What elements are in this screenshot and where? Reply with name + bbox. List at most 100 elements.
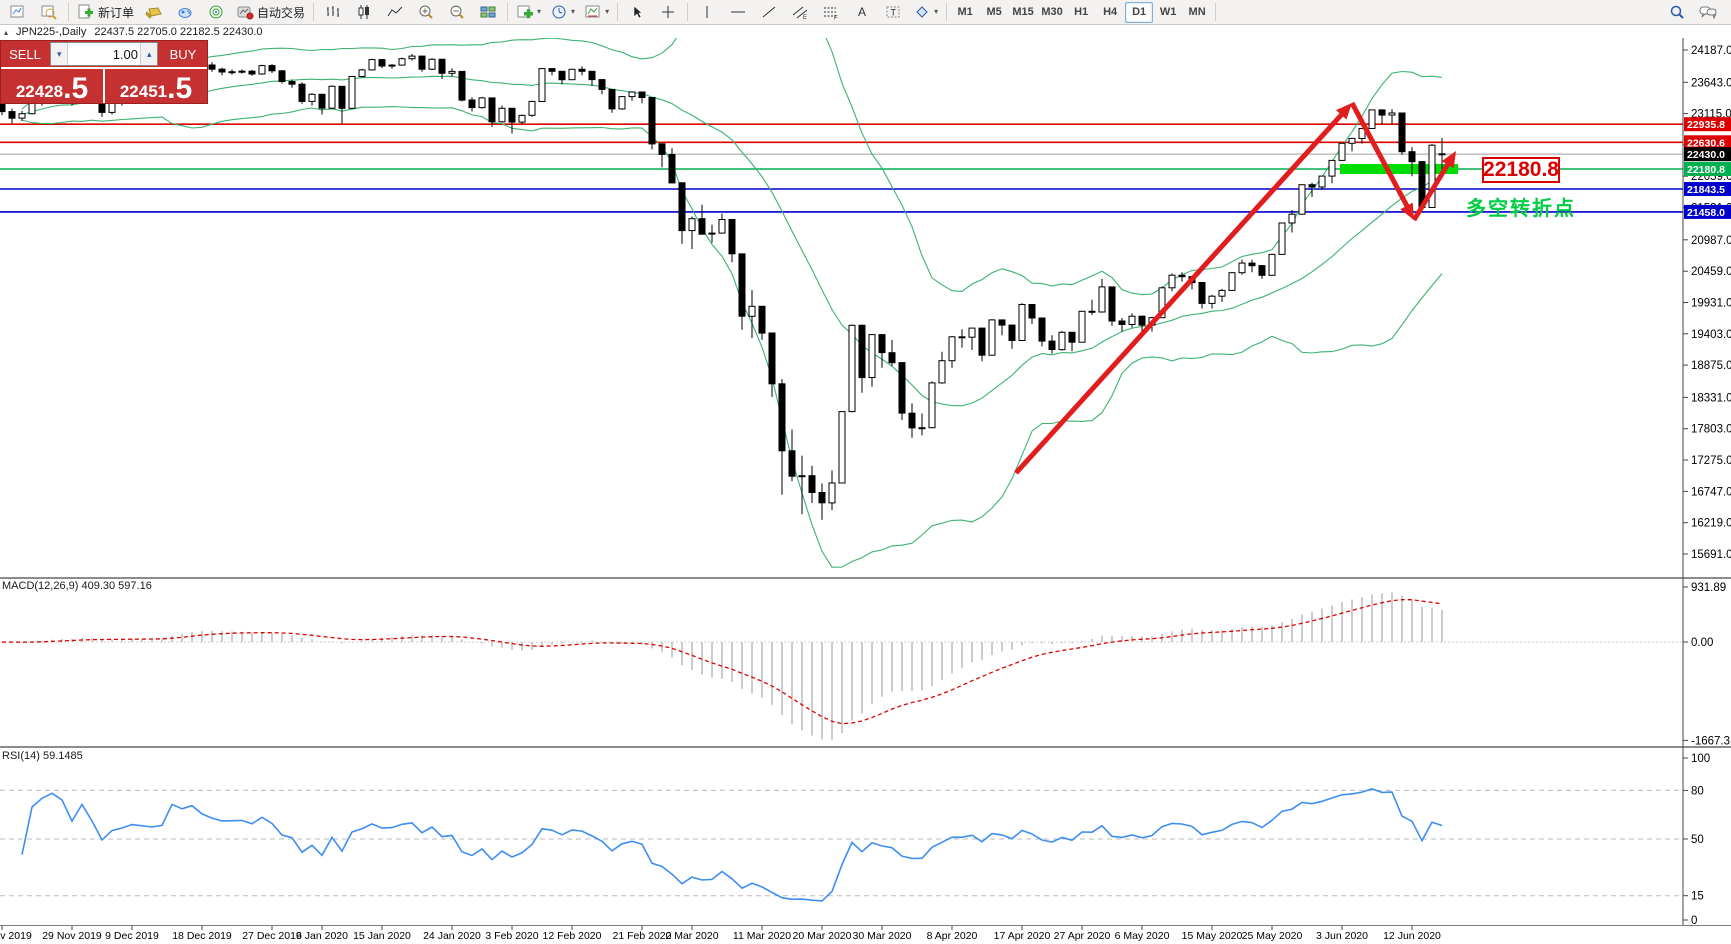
zoom-out-icon[interactable] bbox=[442, 1, 472, 24]
svg-text:0.00: 0.00 bbox=[1691, 637, 1713, 649]
community-button[interactable] bbox=[170, 1, 200, 24]
new-chart-button[interactable] bbox=[3, 1, 33, 24]
svg-text:17 Apr 2020: 17 Apr 2020 bbox=[994, 930, 1051, 942]
svg-text:21843.5: 21843.5 bbox=[1687, 184, 1725, 196]
candlestick-mode-icon[interactable] bbox=[349, 1, 379, 24]
sell-button[interactable]: SELL bbox=[1, 41, 49, 67]
svg-text:15 May 2020: 15 May 2020 bbox=[1182, 930, 1243, 942]
trend-arrows[interactable] bbox=[1014, 101, 1456, 475]
svg-text:A: A bbox=[858, 5, 866, 19]
toolbar-separator bbox=[617, 3, 619, 21]
macd-signal-line bbox=[1, 599, 1443, 725]
search-icon[interactable] bbox=[1662, 1, 1692, 24]
chevron-down-icon[interactable]: ▾ bbox=[934, 7, 939, 16]
macd-histogram bbox=[11, 592, 1443, 740]
autotrading-button[interactable]: 自动交易 bbox=[232, 1, 309, 24]
support-zone-highlight bbox=[1340, 164, 1458, 174]
svg-text:8 Apr 2020: 8 Apr 2020 bbox=[927, 930, 978, 942]
svg-text:21 Feb 2020: 21 Feb 2020 bbox=[613, 930, 672, 942]
zoom-in-icon[interactable] bbox=[411, 1, 441, 24]
timeframe-M5[interactable]: M5 bbox=[986, 6, 1002, 18]
bar-chart-mode-icon[interactable] bbox=[318, 1, 348, 24]
trendline-tool[interactable] bbox=[754, 1, 784, 24]
chart-area[interactable]: 24187.023643.023115.022587.022059.021531… bbox=[0, 38, 1731, 944]
chart-icon: ▴ bbox=[4, 27, 9, 37]
timeframe-M15[interactable]: M15 bbox=[1012, 6, 1034, 18]
svg-text:11 Mar 2020: 11 Mar 2020 bbox=[733, 930, 791, 942]
svg-text:3 Feb 2020: 3 Feb 2020 bbox=[485, 930, 538, 942]
timeframe-W1[interactable]: W1 bbox=[1159, 6, 1177, 18]
svg-text:20 Mar 2020: 20 Mar 2020 bbox=[793, 930, 852, 942]
svg-text:24187.0: 24187.0 bbox=[1691, 45, 1731, 57]
svg-text:15691.0: 15691.0 bbox=[1691, 549, 1731, 561]
line-chart-mode-icon[interactable] bbox=[380, 1, 410, 24]
toolbar-separator bbox=[507, 3, 509, 21]
svg-text:29 Nov 2019: 29 Nov 2019 bbox=[42, 930, 102, 942]
chevron-down-icon[interactable]: ▾ bbox=[571, 7, 576, 16]
svg-text:3 Jun 2020: 3 Jun 2020 bbox=[1316, 930, 1368, 942]
gold-ingot-icon[interactable] bbox=[139, 1, 169, 24]
text-tool[interactable]: A bbox=[847, 1, 877, 24]
channel-tool[interactable]: E bbox=[785, 1, 815, 24]
chart-title-row: ▴ JPN225-,Daily 22437.5 22705.0 22182.5 … bbox=[0, 26, 1731, 38]
sell-price[interactable]: 22428.5 bbox=[1, 69, 105, 104]
toolbar-separator bbox=[313, 3, 315, 21]
cursor-tool[interactable] bbox=[622, 1, 652, 24]
toolbar-separator bbox=[1215, 3, 1217, 21]
svg-text:F: F bbox=[834, 16, 838, 21]
price-annotation-box[interactable]: 22180.8 bbox=[1482, 157, 1560, 183]
buy-button[interactable]: BUY bbox=[159, 41, 207, 67]
svg-text:25 May 2020: 25 May 2020 bbox=[1242, 930, 1303, 942]
svg-text:24 Jan 2020: 24 Jan 2020 bbox=[423, 930, 481, 942]
timeframe-D1[interactable]: D1 bbox=[1125, 1, 1154, 23]
horizontal-line-tool[interactable] bbox=[723, 1, 753, 24]
chevron-down-icon[interactable]: ▾ bbox=[605, 7, 610, 16]
new-order-button[interactable]: 新订单 bbox=[73, 1, 138, 24]
text-label-tool[interactable]: T bbox=[878, 1, 908, 24]
shapes-arrows-button[interactable]: ▾ bbox=[909, 1, 942, 24]
svg-text:931.89: 931.89 bbox=[1691, 582, 1726, 594]
svg-text:21458.0: 21458.0 bbox=[1687, 207, 1725, 219]
svg-text:18 Dec 2019: 18 Dec 2019 bbox=[172, 930, 232, 942]
crosshair-tool[interactable] bbox=[653, 1, 683, 24]
timeframe-M1[interactable]: M1 bbox=[957, 6, 973, 18]
profiles-button[interactable] bbox=[34, 1, 64, 24]
indicators-button[interactable]: ▾ bbox=[512, 1, 545, 24]
timeframe-MN[interactable]: MN bbox=[1188, 6, 1206, 18]
periods-button[interactable]: ▾ bbox=[546, 1, 579, 24]
svg-text:30 Mar 2020: 30 Mar 2020 bbox=[853, 930, 912, 942]
svg-text:22180.8: 22180.8 bbox=[1687, 164, 1725, 176]
volume-decrease-button[interactable]: ▾ bbox=[51, 43, 68, 65]
svg-text:23643.0: 23643.0 bbox=[1691, 77, 1731, 89]
radar-button[interactable] bbox=[201, 1, 231, 24]
volume-input[interactable] bbox=[68, 43, 140, 65]
autotrading-label: 自动交易 bbox=[257, 5, 306, 20]
candles bbox=[0, 54, 1446, 520]
svg-text:22630.6: 22630.6 bbox=[1687, 137, 1725, 149]
turning-point-note[interactable]: 多空转折点 bbox=[1466, 198, 1576, 220]
timeframe-H1[interactable]: H1 bbox=[1074, 6, 1089, 18]
timeframe-H4[interactable]: H4 bbox=[1103, 6, 1118, 18]
chevron-down-icon[interactable]: ▾ bbox=[537, 7, 542, 16]
svg-text:19403.0: 19403.0 bbox=[1691, 329, 1731, 341]
timeframe-M30[interactable]: M30 bbox=[1041, 6, 1063, 18]
svg-text:16219.0: 16219.0 bbox=[1691, 518, 1731, 530]
tile-windows-icon[interactable] bbox=[473, 1, 503, 24]
svg-text:18331.0: 18331.0 bbox=[1691, 392, 1731, 404]
svg-text:2 Mar 2020: 2 Mar 2020 bbox=[665, 930, 718, 942]
svg-text:E: E bbox=[803, 15, 807, 20]
volume-increase-button[interactable]: ▴ bbox=[140, 43, 157, 65]
svg-text:12 Jun 2020: 12 Jun 2020 bbox=[1383, 930, 1441, 942]
templates-button[interactable]: ▾ bbox=[580, 1, 613, 24]
new-order-label: 新订单 bbox=[98, 5, 135, 20]
vertical-line-tool[interactable] bbox=[692, 1, 722, 24]
buy-price[interactable]: 22451.5 bbox=[119, 72, 193, 105]
svg-text:18875.0: 18875.0 bbox=[1691, 360, 1731, 372]
svg-text:6 May 2020: 6 May 2020 bbox=[1115, 930, 1170, 942]
svg-text:22935.8: 22935.8 bbox=[1687, 119, 1725, 131]
fibonacci-tool[interactable]: F bbox=[816, 1, 846, 24]
svg-text:17803.0: 17803.0 bbox=[1691, 424, 1731, 436]
chat-icon[interactable] bbox=[1693, 1, 1723, 24]
svg-text:20459.0: 20459.0 bbox=[1691, 266, 1731, 278]
